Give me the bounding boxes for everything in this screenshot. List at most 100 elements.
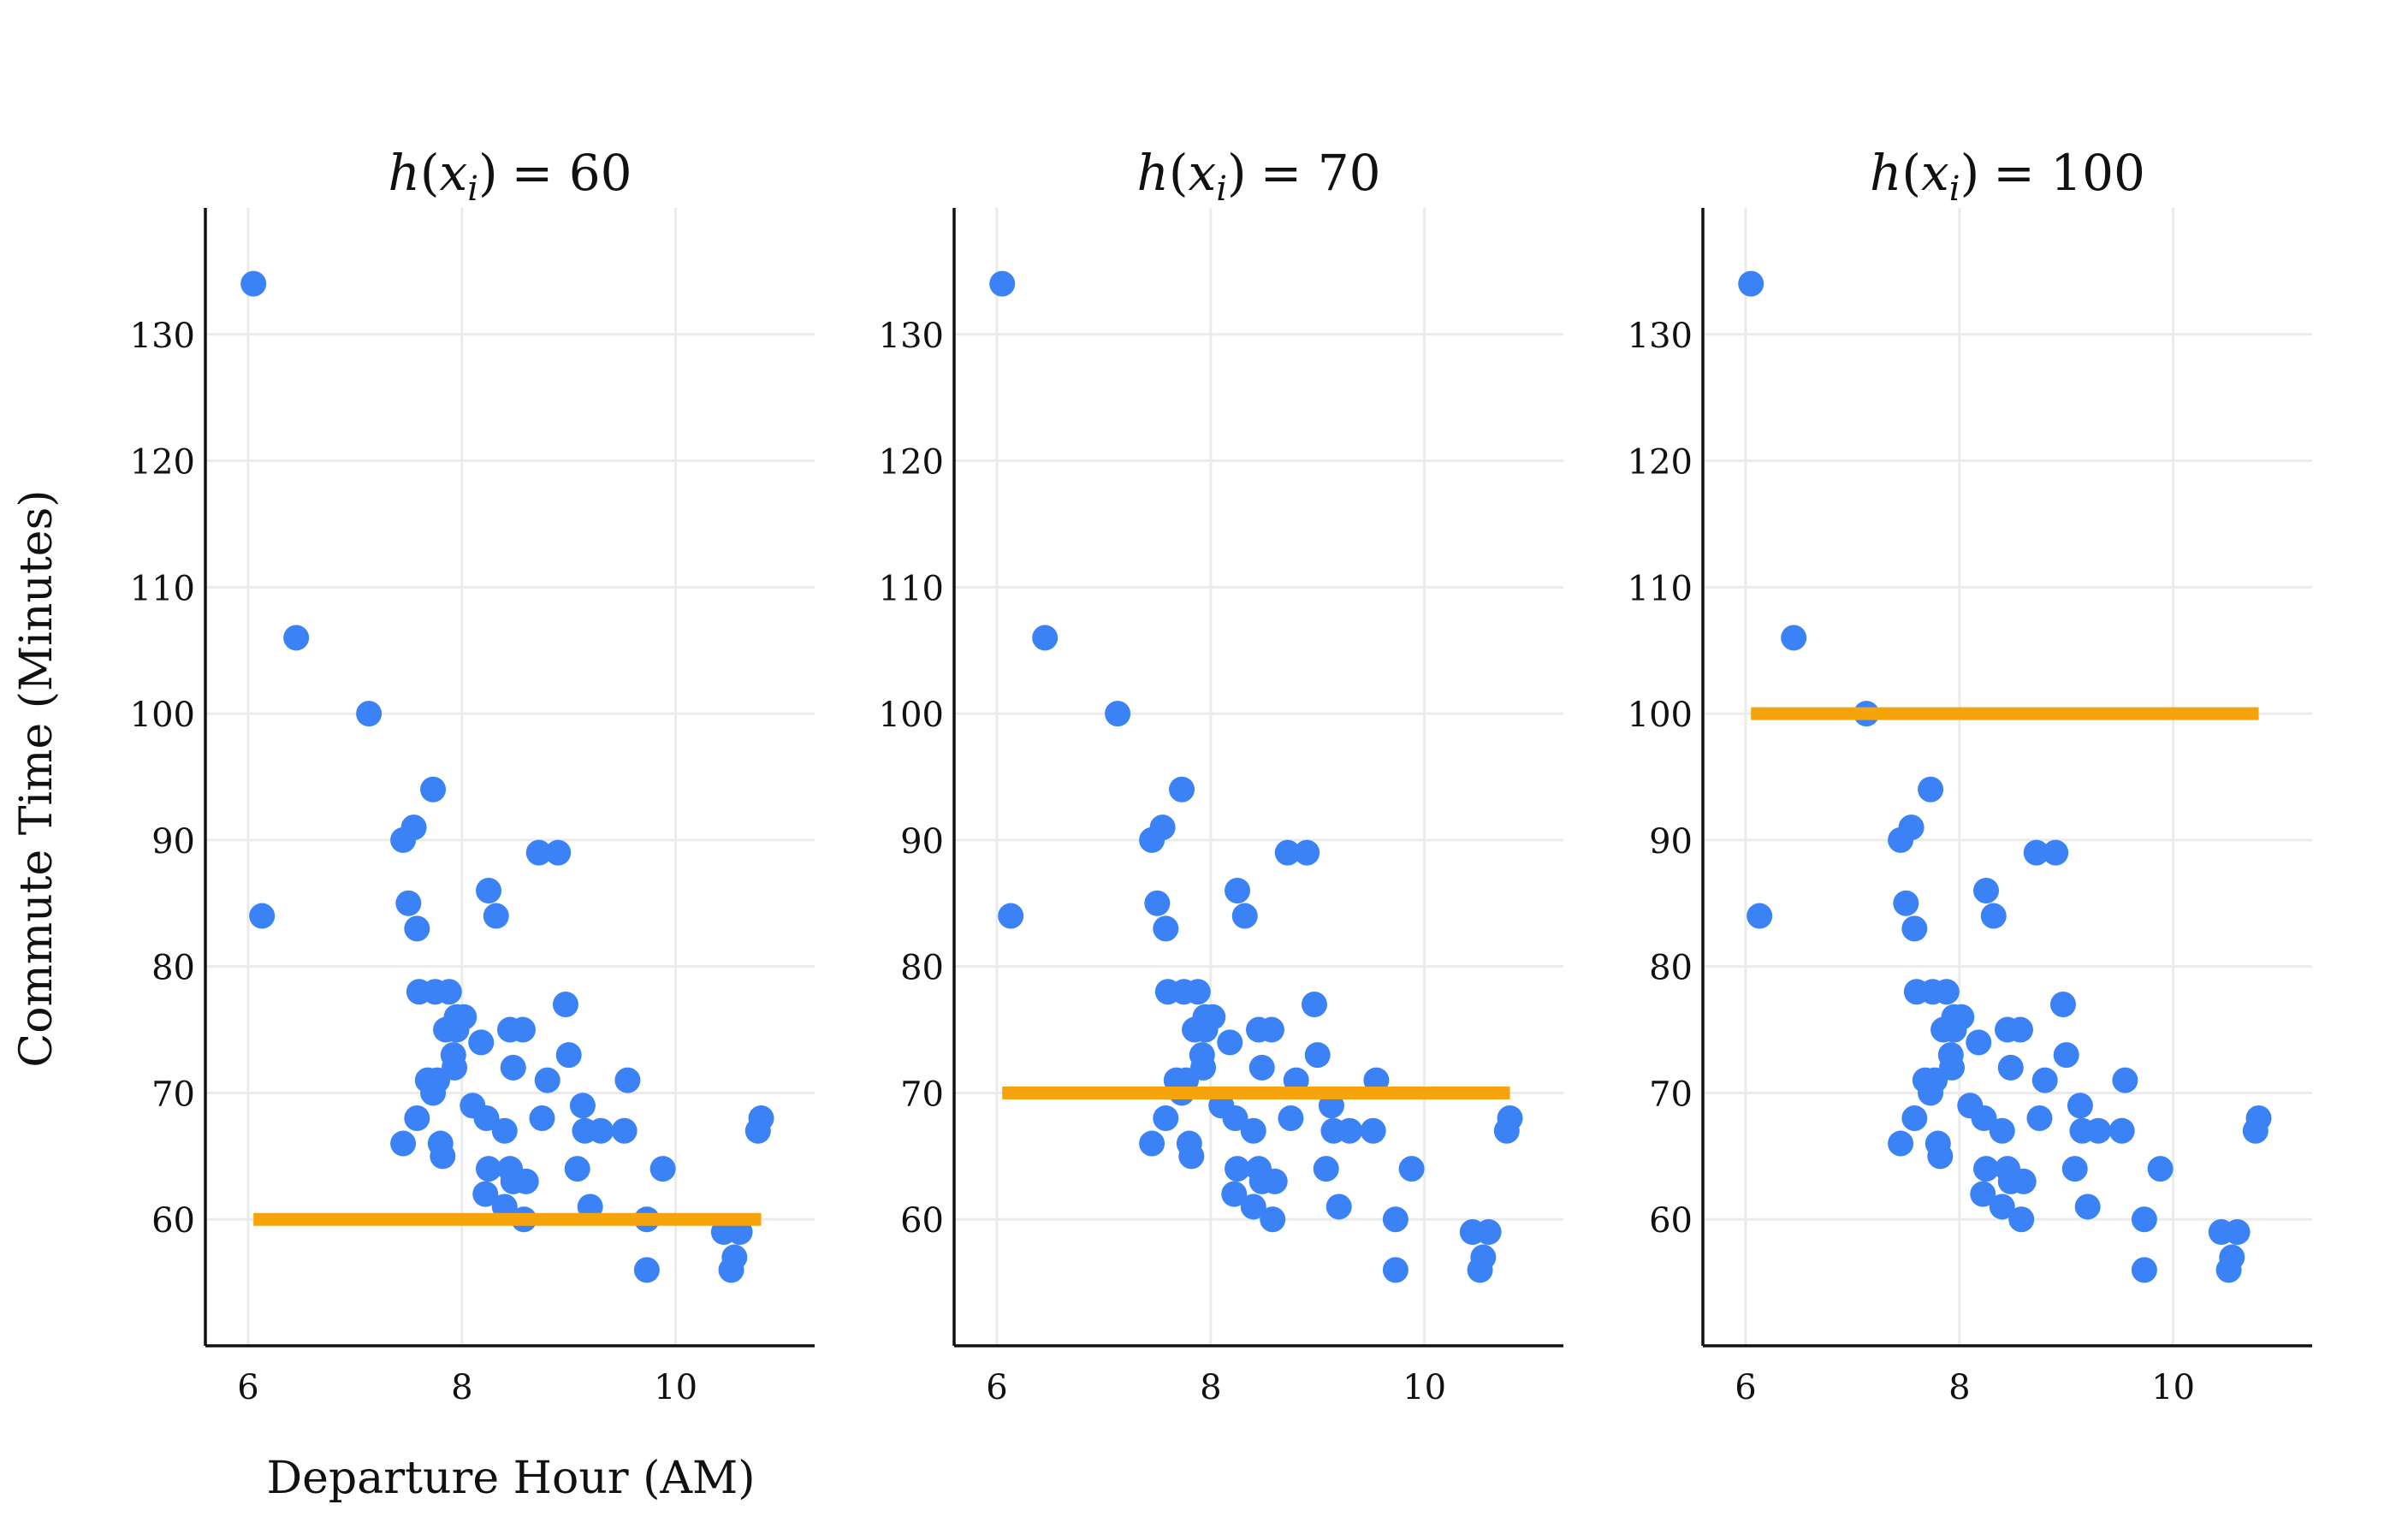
panel-title: h(xi) = 60 [388,144,632,209]
data-point [395,890,422,916]
data-point [998,903,1024,929]
data-point [614,1067,641,1093]
data-point [420,776,447,803]
data-point [1360,1117,1386,1144]
y-tick-label: 100 [1628,696,1693,735]
data-point [476,1156,502,1182]
data-point [1304,1042,1331,1069]
data-point [2067,1093,2093,1119]
data-point [2061,1156,2088,1182]
y-tick-label: 60 [900,1201,944,1241]
chart-panel-1: 60 70 80 90 100 110 120 130 6 8 10 h(xi) = 60 [130,144,815,1407]
data-point [1278,1105,1304,1131]
y-tick-label: 70 [151,1075,195,1114]
data-point [2131,1257,2157,1283]
data-point [1301,992,1327,1017]
x-tick-label: 8 [1948,1368,1970,1407]
data-point [2026,1105,2053,1131]
data-point [1989,1117,2015,1144]
data-point [1192,1016,1219,1043]
y-tick-label: 100 [879,696,944,735]
data-point [1274,839,1301,866]
data-point [2053,1042,2079,1069]
data-point [390,1130,417,1157]
data-point [1989,1194,2015,1220]
data-point [1971,1105,1997,1131]
data-point [240,270,267,297]
y-tick-label: 120 [1628,443,1693,483]
x-tick-label: 8 [1200,1368,1221,1407]
y-tick-label: 80 [900,949,944,988]
data-point [283,625,310,651]
data-point [2049,992,2076,1017]
y-tick-label: 130 [879,317,944,356]
data-point [1184,979,1211,1005]
y-tick-label: 110 [130,569,195,608]
data-point [476,878,502,903]
data-point [404,1105,430,1131]
data-point [1973,1156,2000,1182]
data-point [1261,1168,1288,1194]
data-point [529,1105,555,1131]
data-point [1966,1029,1992,1056]
data-point [1258,1016,1284,1043]
y-tick-label: 90 [1649,822,1693,862]
y-tick-label: 90 [151,822,195,862]
data-point [1382,1257,1409,1283]
data-point [1933,979,1960,1005]
y-tick-label: 70 [900,1075,944,1114]
y-tick-label: 130 [1628,317,1693,356]
data-point [1248,1054,1275,1081]
data-point [1918,776,1944,803]
data-point [1980,903,2007,929]
data-point [1222,1105,1248,1131]
data-point [2215,1257,2242,1283]
data-point [588,1117,614,1144]
data-point [611,1117,638,1144]
data-point [2112,1067,2138,1093]
x-tick-label: 8 [451,1368,472,1407]
y-tick-label: 120 [879,443,944,483]
data-point [2147,1156,2174,1182]
chart-panel-3: 60 70 80 90 100 110 120 130 6 8 10 h(xi) = 100 [1628,144,2312,1407]
data-point [2224,1219,2251,1245]
data-point [1337,1117,1363,1144]
data-point [1153,915,1179,942]
data-point [1153,1105,1179,1131]
data-point [500,1054,526,1081]
data-point [249,903,276,929]
data-point [1294,839,1320,866]
x-axis-label: Departure Hour (AM) [266,1453,755,1504]
data-point [483,903,509,929]
data-point [649,1156,676,1182]
data-point [491,1117,518,1144]
data-point [2010,1168,2037,1194]
data-point [1382,1206,1409,1233]
data-point [2008,1206,2035,1233]
data-point [1105,701,1131,727]
data-point [400,814,427,841]
data-point [430,1143,456,1170]
data-point [2131,1206,2157,1233]
panel-title: h(xi) = 70 [1137,144,1381,209]
data-point [1169,776,1195,803]
data-point [1973,878,2000,903]
data-point [1781,625,1807,651]
data-point [2031,1067,2058,1093]
data-point [1032,625,1059,651]
y-tick-label: 110 [879,569,944,608]
data-point [1467,1257,1493,1283]
data-point [2043,839,2069,866]
data-point [2074,1194,2101,1220]
data-point [633,1257,660,1283]
data-point [1901,915,1928,942]
data-point [748,1105,774,1131]
x-tick-label: 10 [2151,1368,2195,1407]
y-axis-label: Commute Time (Minutes) [11,489,62,1067]
y-tick-label: 100 [130,696,195,735]
data-point [552,992,578,1017]
data-point [2108,1117,2135,1144]
data-point [564,1156,590,1182]
